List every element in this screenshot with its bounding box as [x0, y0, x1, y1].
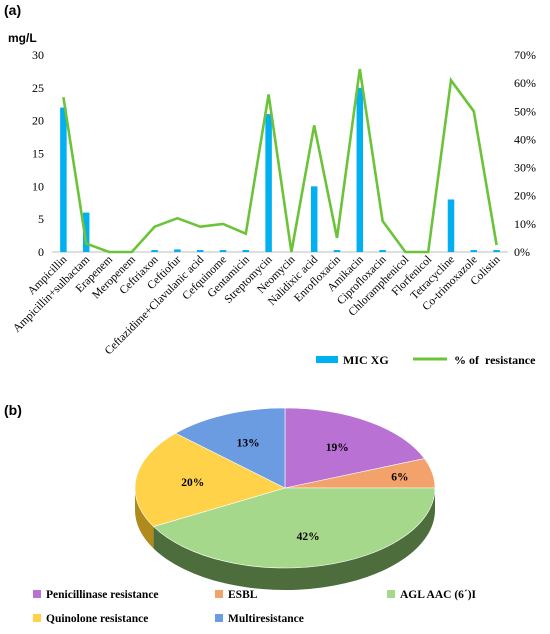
legend-swatch-agl-aac-6-i — [387, 590, 395, 598]
legend-swatch-quinolone-resistance — [33, 614, 41, 622]
pie-legend: Penicillinase resistance ESBL AGL AAC (6´)… — [33, 589, 477, 625]
y-tick-label: 0 — [38, 245, 44, 259]
chart-a-mic-resistance: (a) mg/L 0 5 10 15 20 25 30 0% 10% 20% 30% 40% 50% 60… — [4, 2, 536, 367]
panel-a-label: (a) — [4, 2, 21, 18]
bar-co-trimoxazole — [470, 250, 478, 252]
bar-amikacin — [356, 87, 364, 252]
pie-slice-quinolone-resistance — [134, 432, 286, 527]
bar-ampicillin — [60, 107, 67, 253]
chart-a-axes: 0 5 10 15 20 25 30 0% 10% 20% 30% 40% 50% 60% 70% — [32, 48, 536, 259]
bar-nalidixic-acid — [310, 186, 318, 252]
legend-swatch-penicillinase-resistance — [33, 590, 41, 598]
bar-colistin — [493, 250, 500, 252]
chart-a-x-tick-labels: AmpicillinAmpicillin+sulbactamErapenemMe… — [11, 253, 503, 357]
bar-ceftriaxon — [151, 250, 158, 252]
bar-ceftazidime-clavulanic-acid — [196, 250, 204, 252]
legend-label-penicillinase-resistance: Penicillinase resistance — [46, 589, 159, 601]
y2-tick-label: 50% — [514, 104, 536, 118]
y-axis-title: mg/L — [8, 31, 37, 45]
legend-label-esbl: ESBL — [228, 589, 258, 601]
y2-tick-label: 0% — [514, 245, 530, 259]
y-tick-label: 20 — [32, 114, 44, 128]
y-tick-label: 5 — [38, 212, 44, 226]
legend-label-quinolone-resistance: Quinolone resistance — [46, 613, 148, 625]
y-tick-label: 10 — [32, 179, 44, 193]
chart-a-legend: MIC XG % of resistance — [316, 353, 536, 367]
pie-side-quinolone-resistance — [135, 488, 154, 549]
bar-cefquinome — [219, 250, 227, 252]
line-resistance — [62, 68, 498, 254]
y2-tick-label: 60% — [514, 76, 536, 90]
bar-enrofloxacin — [333, 250, 341, 252]
chart-b-pie: (b) 19% 6% 42% 20% 13% Penicillinase resista… — [4, 402, 477, 625]
pie-3d — [134, 407, 436, 591]
bar-tetracycline — [447, 199, 455, 252]
y2-tick-label: 30% — [514, 161, 536, 175]
panel-b-label: (b) — [4, 402, 22, 418]
pie-label-agl-aac-6-i: 42% — [297, 531, 320, 543]
y-tick-label: 25 — [32, 81, 44, 95]
legend-swatch-esbl — [215, 590, 223, 598]
legend-label-mic-xg: MIC XG — [343, 353, 389, 367]
y2-tick-label: 10% — [514, 217, 536, 231]
pie-label-penicillinase-resistance: 19% — [326, 442, 349, 454]
bar-streptomycin — [265, 114, 272, 252]
pie-slice-agl-aac-6-i — [152, 487, 436, 569]
y-tick-label: 30 — [32, 48, 44, 62]
pie-label-quinolone-resistance: 20% — [181, 477, 204, 489]
pie-data-labels: 19% 6% 42% 20% 13% — [181, 437, 408, 543]
bar-gentamicin — [242, 250, 250, 252]
y-tick-label: 15 — [32, 147, 44, 161]
chart-a-bars — [60, 87, 500, 253]
y2-tick-label: 20% — [514, 189, 536, 203]
chart-a-line-series — [62, 68, 498, 254]
bar-ciprofloxacin — [379, 250, 386, 252]
legend-swatch-mic-xg — [316, 356, 338, 363]
pie-slice-multiresistance — [175, 407, 286, 489]
y2-tick-label: 40% — [514, 132, 536, 146]
legend-swatch-multiresistance — [215, 614, 223, 622]
legend-label-resistance: % of resistance — [454, 353, 536, 367]
pie-side-agl-aac-6-i — [153, 488, 435, 591]
pie-slice-penicillinase-resistance — [284, 407, 425, 489]
pie-label-esbl: 6% — [391, 471, 408, 483]
legend-label-agl-aac-6-i: AGL AAC (6´)I — [400, 589, 477, 601]
bar-ceftiofur — [174, 249, 181, 252]
y2-tick-label: 70% — [514, 48, 536, 62]
bar-ampicillin-sulbactam — [82, 212, 90, 252]
pie-label-multiresistance: 13% — [237, 437, 260, 449]
legend-label-multiresistance: Multiresistance — [228, 613, 304, 625]
